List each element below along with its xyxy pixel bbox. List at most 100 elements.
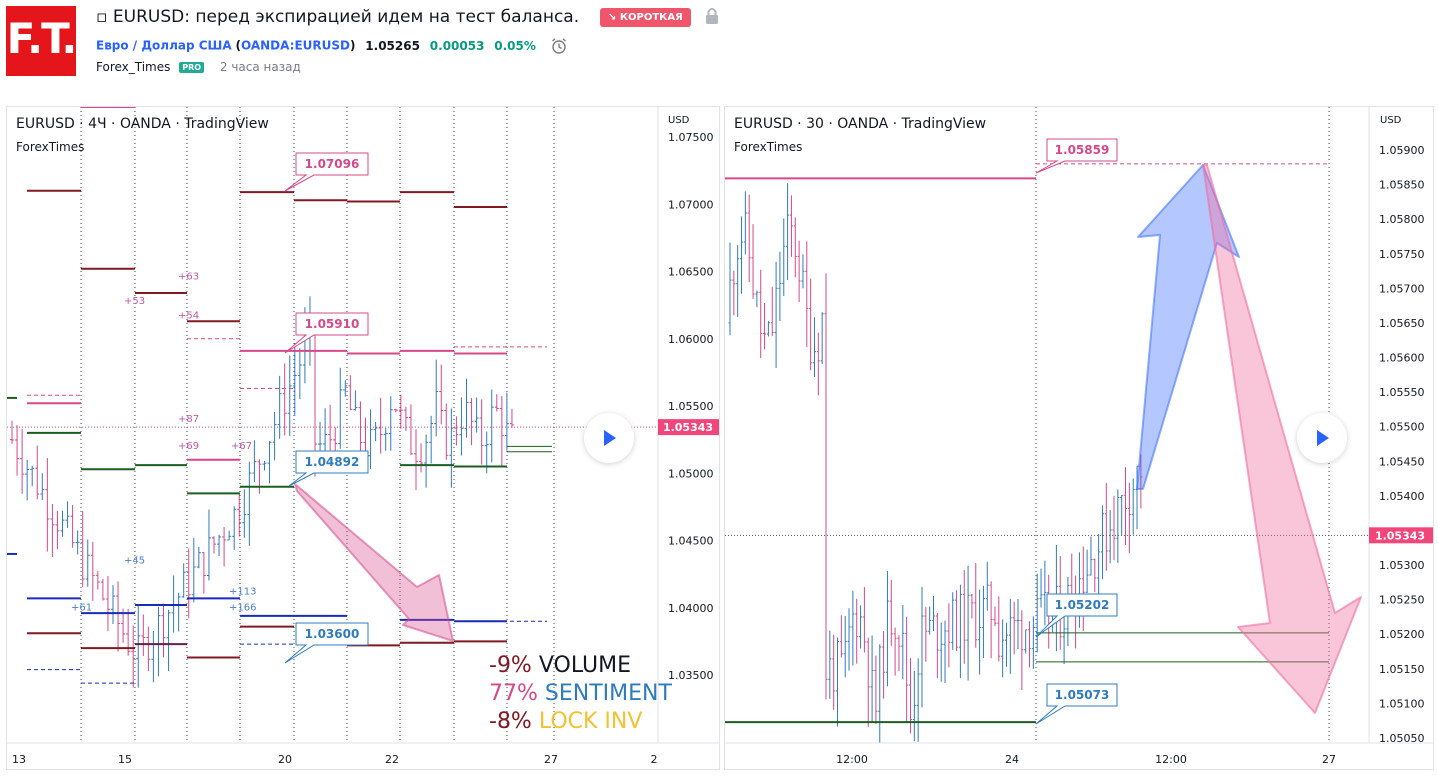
lock-pct: -8% [489, 709, 532, 734]
callout-support-text: 1.05202 [1055, 598, 1110, 612]
current-price-badge-text: 1.05343 [1375, 529, 1425, 542]
time-axis-label: 12:00 [1155, 753, 1187, 766]
level-delta-label: +61 [71, 602, 92, 613]
time-axis-label: 13 [12, 753, 26, 766]
callout-upper-text: 1.07096 [305, 157, 360, 171]
chart-right-30m[interactable]: 1.05859 1.05202 1.05073 1.05900 1.05850 1.058… [724, 106, 1434, 770]
chart-right-play-button[interactable] [1297, 413, 1347, 463]
chart-right-canvas[interactable]: 1.05859 1.05202 1.05073 1.05900 1.05850 1.058… [725, 107, 1433, 769]
price-axis-label: 1.05400 [1379, 490, 1425, 503]
play-icon [604, 430, 616, 446]
chart-left-currency: USD [668, 115, 690, 126]
sentiment-pct: 77% [489, 681, 538, 706]
volume-pct: -9% [489, 653, 532, 678]
callout-upper [1035, 138, 1118, 174]
callout-support [1035, 593, 1118, 638]
price-axis-label: 1.05650 [1379, 317, 1425, 330]
play-icon [1317, 430, 1329, 446]
lock-icon [706, 8, 718, 24]
time-axis-label: 24 [1005, 753, 1019, 766]
price-axis-label: 1.05850 [1379, 179, 1425, 192]
level-delta-label: +69 [178, 441, 199, 452]
price-axis-label: 1.05250 [1379, 594, 1425, 607]
level-delta-label: +45 [124, 555, 145, 566]
price-axis-label: 1.05550 [1379, 386, 1425, 399]
chart-left-4h[interactable]: +63 +53 +54 +87 +69 +67 +45 +61 +113 +166 1.07096 1… [6, 106, 720, 770]
forecast-arrow-down [294, 483, 454, 642]
alarm-clock-icon[interactable] [550, 37, 568, 55]
sentiment-label: SENTIMENT [544, 681, 672, 706]
callout-target-text: 1.03600 [305, 627, 360, 641]
price-axis-label: 1.06500 [668, 266, 714, 279]
lock-label: LOCK INV [538, 709, 643, 734]
idea-title: ▫ EURUSD: перед экспирацией идем на тест… [96, 7, 580, 27]
price-axis-label: 1.05600 [1379, 352, 1425, 365]
time-axis-label: 12:00 [836, 753, 868, 766]
level-delta-label: +63 [178, 272, 199, 283]
callout-target [284, 622, 369, 664]
time-axis-label: 22 [385, 753, 399, 766]
symbol-code-link[interactable]: OANDA:EURUSD [240, 38, 350, 53]
price-axis-label: 1.05450 [1379, 455, 1425, 468]
time-axis-label: 27 [1322, 753, 1336, 766]
author-logo[interactable]: F.T. [6, 6, 78, 76]
time-axis-label: 2 [651, 753, 658, 766]
price-axis-label: 1.05750 [1379, 248, 1425, 261]
stats-legend: -9% VOLUME 77% SENTIMENT -8% LOCK INV [489, 652, 672, 736]
chart-left-title: EURUSD · 4Ч · OANDA · TradingView [16, 116, 269, 132]
price-axis-label: 1.03500 [668, 669, 714, 682]
callout-pivot [284, 312, 369, 354]
price-axis-label: 1.04000 [668, 602, 714, 615]
level-delta-label: +166 [229, 602, 256, 613]
price-axis-label: 1.05150 [1379, 663, 1425, 676]
level-delta-label: +67 [231, 441, 252, 452]
current-price-badge [658, 419, 719, 436]
volume-stat: -9% VOLUME [489, 652, 672, 680]
time-axis-label: 20 [278, 753, 292, 766]
current-price-badge-text: 1.05343 [663, 421, 713, 434]
price-change: 0.00053 [429, 38, 485, 53]
price-axis-label: 1.05050 [1379, 732, 1425, 745]
level-delta-label: +113 [229, 586, 256, 597]
callout-lower [1035, 683, 1118, 725]
volume-label: VOLUME [538, 653, 631, 678]
callout-upper-text: 1.05859 [1055, 143, 1110, 157]
level-delta-label: +54 [178, 311, 199, 322]
chart-left-subtitle: ForexTimes [16, 140, 85, 154]
forecast-arrow-up [1136, 164, 1240, 490]
callout-lower-text: 1.05073 [1055, 688, 1110, 702]
lock-stat: -8% LOCK INV [489, 708, 672, 736]
author-name-link[interactable]: Forex_Times [96, 60, 171, 74]
author-row: Forex_Times PRO 2 часа назад [96, 60, 301, 74]
price-axis-label: 1.05100 [1379, 697, 1425, 710]
price-axis-label: 1.05700 [1379, 282, 1425, 295]
logo-text: F.T. [6, 14, 78, 63]
price-axis-label: 1.05800 [1379, 213, 1425, 226]
price-axis-label: 1.06000 [668, 333, 714, 346]
sentiment-stat: 77% SENTIMENT [489, 680, 672, 708]
chart-left-play-button[interactable] [584, 413, 634, 463]
callout-upper [284, 152, 369, 192]
price-axis-label: 1.05200 [1379, 628, 1425, 641]
price-axis-label: 1.05500 [668, 400, 714, 413]
price-axis-label: 1.04500 [668, 535, 714, 548]
price-axis-label: 1.05500 [1379, 421, 1425, 434]
level-delta-label: +53 [124, 296, 145, 307]
price-axis-label: 1.05000 [668, 467, 714, 480]
chart-right-title: EURUSD · 30 · OANDA · TradingView [734, 116, 987, 132]
short-badge: ↘ КОРОТКАЯ [600, 8, 691, 27]
chart-right-subtitle: ForexTimes [734, 140, 803, 154]
price-axis-label: 1.05300 [1379, 559, 1425, 572]
symbol-name-link[interactable]: Евро / Доллар США [96, 38, 232, 53]
time-axis-label: 27 [544, 753, 558, 766]
callout-support-text: 1.04892 [305, 455, 360, 469]
callout-support [288, 450, 369, 487]
current-price-badge [1369, 527, 1433, 544]
pro-badge: PRO [179, 62, 205, 73]
symbol-row: Евро / Доллар США (OANDA:EURUSD) 1.05265… [96, 37, 568, 55]
chart-left-canvas[interactable]: +63 +53 +54 +87 +69 +67 +45 +61 +113 +166 1.07096 1… [7, 107, 719, 769]
forecast-arrow-down [1202, 164, 1362, 714]
chart-right-currency: USD [1380, 115, 1402, 126]
publish-time: 2 часа назад [219, 60, 301, 74]
price-axis-label: 1.07000 [668, 198, 714, 211]
